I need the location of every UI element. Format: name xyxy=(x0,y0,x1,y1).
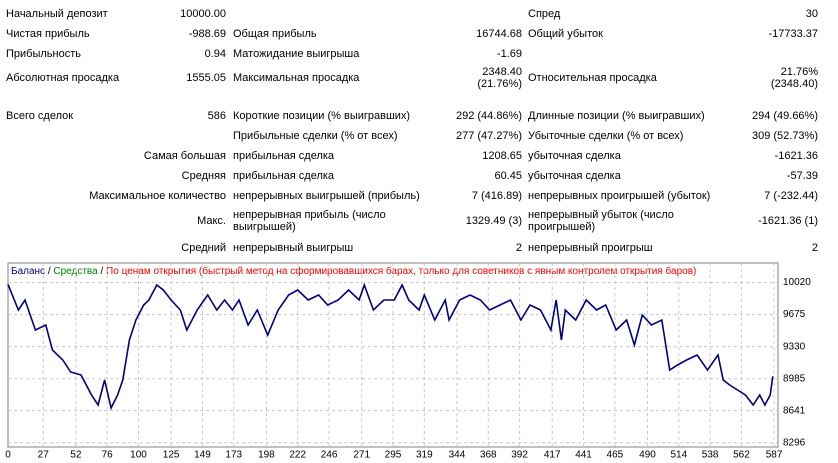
report-value-line: 2348.40 xyxy=(482,66,522,78)
x-tick-label: 587 xyxy=(766,450,783,461)
x-tick-label: 76 xyxy=(102,450,114,461)
report-value: 0.94 xyxy=(204,48,226,60)
report-label: непрерывных проигрышей (убыток) xyxy=(528,190,711,202)
x-tick-label: 319 xyxy=(416,450,433,461)
report-value: 30 xyxy=(805,8,818,20)
legend-separator: / xyxy=(48,266,51,277)
report-value: -57.39 xyxy=(786,170,818,182)
report-value: 292 (44.86%) xyxy=(455,110,522,122)
legend: Баланс / Средства / По ценам открытия (б… xyxy=(11,265,696,277)
report-label: Чистая прибыль xyxy=(6,28,90,40)
report-value: 586 xyxy=(207,110,226,122)
report-value: 21.76% (2348.40) xyxy=(720,64,818,92)
report-label: Максимальная просадка xyxy=(233,72,360,84)
y-tick-label: 8985 xyxy=(783,373,806,384)
report-label: Спред xyxy=(528,8,561,20)
x-tick-label: 344 xyxy=(449,450,466,461)
report-value: 1329.49 (3) xyxy=(465,215,522,227)
report-label: прибыльная сделка xyxy=(233,150,335,162)
report-value-line: (2348.40) xyxy=(770,78,818,90)
report-label: Длинные позиции (% выигравших) xyxy=(528,110,705,122)
report-value: 7 (416.89) xyxy=(471,190,522,202)
x-tick-label: 538 xyxy=(702,450,719,461)
report-value: 2 xyxy=(515,242,522,254)
y-tick-label: 8641 xyxy=(783,405,806,416)
report-value: -1.69 xyxy=(496,48,522,60)
x-tick-label: 149 xyxy=(194,450,211,461)
x-tick-label: 441 xyxy=(575,450,592,461)
legend-balance: Баланс xyxy=(11,266,45,277)
report-label: Прибыльность xyxy=(6,48,81,60)
y-tick-label: 10020 xyxy=(783,277,811,288)
report-label: Общий убыток xyxy=(528,28,603,40)
report-label: непрерывных выигрышей (прибыль) xyxy=(233,190,420,202)
legend-model: По ценам открытия (быстрый метод на сфор… xyxy=(106,265,696,277)
x-tick-label: 173 xyxy=(225,450,242,461)
report-value: 277 (47.27%) xyxy=(455,130,522,142)
report-value: 2348.40 (21.76%) xyxy=(400,64,522,92)
report-label: убыточная сделка xyxy=(528,150,621,162)
x-tick-label: 27 xyxy=(38,450,50,461)
report-value: 1555.05 xyxy=(186,72,226,84)
x-tick-label: 246 xyxy=(321,450,338,461)
x-tick-label: 100 xyxy=(130,450,147,461)
x-tick-label: 490 xyxy=(639,450,656,461)
report-label: Убыточные сделки (% от всех) xyxy=(528,130,684,142)
report-value: 10000.00 xyxy=(180,8,226,20)
report-label: Прибыльные сделки (% от всех) xyxy=(233,130,398,142)
y-tick-label: 9675 xyxy=(783,309,806,320)
report-label: прибыльная сделка xyxy=(233,170,335,182)
report-value-line: (21.76%) xyxy=(477,78,522,90)
report-value: 2 xyxy=(811,242,818,254)
report-value: Средний xyxy=(181,242,226,254)
report-value: -17733.37 xyxy=(768,28,818,40)
x-tick-label: 271 xyxy=(353,450,370,461)
report-value: -1621.36 xyxy=(774,150,818,162)
report-label: Матожидание выигрыша xyxy=(233,48,360,60)
x-tick-label: 562 xyxy=(733,450,750,461)
report-value: 60.45 xyxy=(494,170,522,182)
x-tick-label: 368 xyxy=(480,450,497,461)
x-tick-label: 417 xyxy=(544,450,561,461)
y-tick-label: 9330 xyxy=(783,341,806,352)
y-tick-label: 8296 xyxy=(783,437,806,448)
report-label: непрерывная прибыль (число выигрышей) xyxy=(233,209,386,233)
x-tick-label: 125 xyxy=(163,450,180,461)
report-label: Абсолютная просадка xyxy=(6,72,120,84)
balance-line xyxy=(7,282,774,411)
report-value: 294 (49.66%) xyxy=(751,110,818,122)
report-label: убыточная сделка xyxy=(528,170,621,182)
report-value: 1208.65 xyxy=(482,150,522,162)
report-value: Макс. xyxy=(197,215,226,227)
report-value: Максимальное количество xyxy=(89,190,226,202)
x-tick-label: 514 xyxy=(670,450,687,461)
report-value: 309 (52.73%) xyxy=(751,130,818,142)
x-tick-label: 52 xyxy=(70,450,82,461)
report-value: 7 (-232.44) xyxy=(764,190,818,202)
report-label: непрерывный выигрыш xyxy=(233,242,354,254)
report-label: Всего сделок xyxy=(6,110,74,122)
report-label: непрерывный убыток (число проигрышей) xyxy=(528,209,674,233)
x-tick-label: 392 xyxy=(511,450,528,461)
x-tick-label: 0 xyxy=(5,450,11,461)
legend-separator: / xyxy=(100,266,103,277)
report-value: 16744.68 xyxy=(476,28,522,40)
report-label: Относительная просадка xyxy=(528,72,657,84)
report-label: Начальный депозит xyxy=(6,8,108,20)
report-label: Короткие позиции (% выигравших) xyxy=(233,110,411,122)
report-value: -1621.36 (1) xyxy=(758,215,818,227)
x-tick-label: 465 xyxy=(607,450,624,461)
report-value: -988.69 xyxy=(188,28,226,40)
report-label: Общая прибыль xyxy=(233,28,317,40)
report-label: непрерывный проигрыш xyxy=(528,242,653,254)
report-value-line: 21.76% xyxy=(780,66,818,78)
report-value: Самая большая xyxy=(143,150,226,162)
x-tick-label: 295 xyxy=(385,450,402,461)
x-tick-label: 198 xyxy=(258,450,275,461)
x-tick-label: 222 xyxy=(289,450,306,461)
report-value: Средняя xyxy=(181,170,226,182)
